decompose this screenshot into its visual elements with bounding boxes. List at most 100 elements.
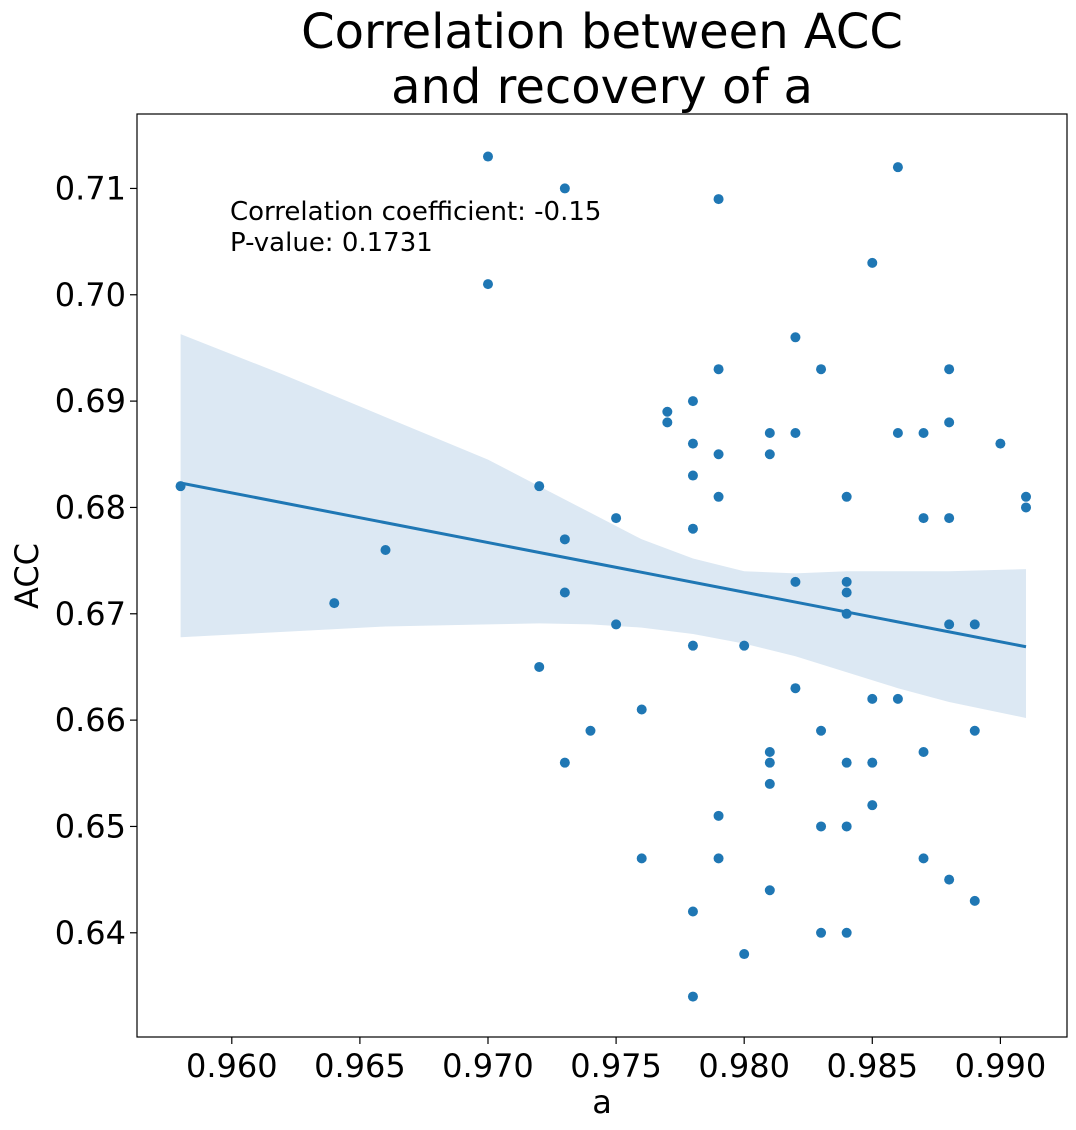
data-point <box>790 576 801 587</box>
data-point <box>867 257 878 268</box>
data-point <box>841 587 852 598</box>
data-point <box>636 704 647 715</box>
data-point <box>559 183 570 194</box>
y-tick-label: 0.67 <box>55 595 126 633</box>
data-point <box>867 757 878 768</box>
x-tick-label: 0.975 <box>570 1047 662 1085</box>
data-point <box>713 449 724 460</box>
data-point <box>816 364 827 375</box>
data-point <box>175 481 186 492</box>
data-point <box>944 364 955 375</box>
data-point <box>918 428 929 439</box>
data-point <box>482 151 493 162</box>
data-point <box>918 747 929 758</box>
data-point <box>739 949 750 960</box>
data-point <box>841 491 852 502</box>
y-axis-label: ACC <box>8 543 46 609</box>
data-point <box>841 576 852 587</box>
data-point <box>841 608 852 619</box>
x-tick-label: 0.990 <box>955 1047 1047 1085</box>
annotation-correlation: Correlation coefficient: -0.15 <box>230 197 601 227</box>
data-point <box>713 491 724 502</box>
data-point <box>841 927 852 938</box>
x-tick-label: 0.985 <box>826 1047 918 1085</box>
data-point <box>585 725 596 736</box>
data-point <box>892 428 903 439</box>
regression-line <box>180 481 1027 649</box>
data-point <box>687 523 698 534</box>
y-tick-label: 0.71 <box>55 169 126 207</box>
data-point <box>969 895 980 906</box>
data-point <box>713 853 724 864</box>
chart-title-line-2: and recovery of a <box>391 59 813 115</box>
data-point <box>687 640 698 651</box>
y-tick-label: 0.70 <box>55 276 126 314</box>
data-point <box>687 906 698 917</box>
x-tick-label: 0.960 <box>186 1047 278 1085</box>
data-point <box>662 406 673 417</box>
data-point <box>944 513 955 524</box>
data-point <box>764 747 775 758</box>
plot-frame <box>136 113 1068 1038</box>
data-point <box>944 417 955 428</box>
data-point <box>816 927 827 938</box>
data-point <box>790 332 801 343</box>
data-point <box>713 194 724 205</box>
data-point <box>764 885 775 896</box>
data-point <box>764 778 775 789</box>
data-point <box>995 438 1006 449</box>
data-point <box>944 619 955 630</box>
chart-title-line-1: Correlation between ACC <box>301 4 903 60</box>
data-point <box>841 757 852 768</box>
data-point <box>611 513 622 524</box>
data-point <box>816 725 827 736</box>
data-point <box>534 481 545 492</box>
data-point <box>713 364 724 375</box>
data-point <box>764 757 775 768</box>
data-point <box>867 800 878 811</box>
data-point <box>790 683 801 694</box>
data-point <box>636 853 647 864</box>
data-point <box>739 640 750 651</box>
data-point <box>764 449 775 460</box>
data-point <box>892 162 903 173</box>
data-point <box>687 470 698 481</box>
data-point <box>969 619 980 630</box>
data-point <box>969 725 980 736</box>
data-point <box>482 279 493 290</box>
data-point <box>534 661 545 672</box>
data-point <box>687 438 698 449</box>
confidence-band <box>180 334 1027 718</box>
y-tick-label: 0.66 <box>55 701 126 739</box>
axes: 0.960 0.965 0.970 0.975 0.980 0.985 0.990 0.64 0… <box>55 169 1046 1085</box>
data-point <box>329 598 340 609</box>
data-point <box>918 853 929 864</box>
data-point <box>559 757 570 768</box>
y-tick-label: 0.65 <box>55 807 126 845</box>
data-point <box>1021 491 1032 502</box>
data-point <box>764 428 775 439</box>
data-point <box>380 544 391 555</box>
data-point <box>944 874 955 885</box>
data-point <box>611 619 622 630</box>
x-tick-label: 0.970 <box>442 1047 534 1085</box>
data-point <box>790 428 801 439</box>
data-point <box>867 693 878 704</box>
x-axis-label: a <box>592 1083 612 1121</box>
data-point <box>841 821 852 832</box>
x-tick-label: 0.980 <box>698 1047 790 1085</box>
data-point <box>1021 502 1032 513</box>
data-point <box>687 396 698 407</box>
data-point <box>816 821 827 832</box>
data-point <box>559 534 570 545</box>
data-point <box>687 991 698 1002</box>
x-tick-label: 0.965 <box>314 1047 406 1085</box>
data-point <box>892 693 903 704</box>
data-point <box>918 513 929 524</box>
annotation-p-value: P-value: 0.1731 <box>230 228 433 258</box>
plot-area <box>175 151 1032 1002</box>
y-tick-label: 0.64 <box>55 914 126 952</box>
y-tick-label: 0.69 <box>55 382 126 420</box>
data-point <box>662 417 673 428</box>
